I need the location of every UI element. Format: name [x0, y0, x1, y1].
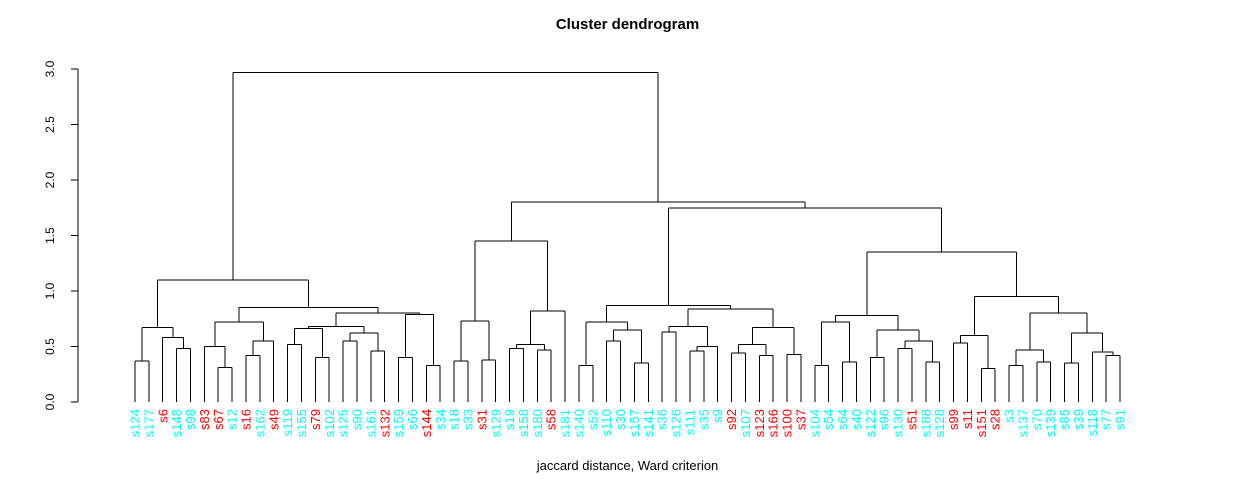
leaf-label: s122: [863, 409, 878, 437]
leaf-label: s70: [1029, 409, 1044, 430]
leaf-label: s100: [780, 409, 795, 437]
leaf-label: s144: [419, 409, 434, 437]
leaf-label: s18: [447, 409, 462, 430]
leaf-label: s140: [571, 409, 586, 437]
y-tick-label: 0.0: [43, 393, 57, 410]
leaf-label: s181: [558, 409, 573, 437]
leaf-label: s162: [252, 409, 267, 437]
leaf-label: s31: [474, 409, 489, 430]
leaf-label: s67: [211, 409, 226, 430]
leaf-label: s177: [141, 409, 156, 437]
leaf-label: s111: [682, 409, 697, 435]
leaf-label: s64: [835, 409, 850, 430]
leaf-label: s79: [308, 409, 323, 430]
leaf-label: s161: [363, 409, 378, 437]
leaf-label: s16: [239, 409, 254, 430]
leaf-label: s128: [932, 409, 947, 437]
leaf-label: s36: [655, 409, 670, 430]
leaf-label: s157: [627, 409, 642, 437]
leaf-label: s37: [793, 409, 808, 430]
leaf-label: s49: [266, 409, 281, 430]
leaf-label: s51: [904, 409, 919, 430]
leaf-label: s129: [488, 409, 503, 437]
leaf-label: s83: [197, 409, 212, 430]
leaf-label: s159: [391, 409, 406, 437]
leaf-label: s102: [322, 409, 337, 437]
leaf-label: s40: [849, 409, 864, 430]
leaf-label: s34: [433, 409, 448, 430]
y-tick-label: 2.5: [43, 116, 57, 133]
leaf-label: s3: [1002, 409, 1017, 423]
leaf-label: s19: [502, 409, 517, 430]
leaf-label: s132: [377, 409, 392, 437]
leaf-label: s98: [183, 409, 198, 430]
leaf-label: s90: [350, 409, 365, 430]
leaf-label: s52: [585, 409, 600, 430]
leaf-label: s107: [738, 409, 753, 437]
leaf-label: s11: [960, 409, 975, 429]
leaf-label: s85: [1057, 409, 1072, 430]
leaf-label: s35: [696, 409, 711, 430]
leaf-label: s91: [1113, 409, 1128, 430]
y-tick-label: 2.0: [43, 171, 57, 188]
leaf-label: s9: [710, 409, 725, 423]
leaf-label: s130: [891, 409, 906, 437]
leaf-label: s92: [724, 409, 739, 430]
leaf-label: s126: [669, 409, 684, 437]
leaf-label: s99: [946, 409, 961, 430]
leaf-label: s166: [766, 409, 781, 437]
leaf-label: s39: [1071, 409, 1086, 430]
leaf-label: s139: [1043, 409, 1058, 437]
leaf-label: s54: [821, 409, 836, 430]
chart-title: Cluster dendrogram: [555, 16, 700, 33]
leaf-label: s180: [530, 409, 545, 437]
y-tick-label: 3.0: [43, 60, 57, 77]
leaf-label: s28: [988, 409, 1003, 430]
leaf-label: s110: [599, 409, 614, 436]
leaf-label: s188: [918, 409, 933, 437]
x-axis-label: jaccard distance, Ward criterion: [536, 458, 719, 473]
leaf-label: s119: [280, 409, 295, 436]
leaf-label: s125: [336, 409, 351, 437]
leaf-label: s158: [516, 409, 531, 437]
y-tick-label: 1.5: [43, 227, 57, 244]
leaf-label: s155: [294, 409, 309, 437]
leaf-label: s58: [544, 409, 559, 430]
leaf-label: s118: [1085, 409, 1100, 436]
leaf-label: s148: [169, 409, 184, 437]
leaf-label: s30: [613, 409, 628, 430]
leaf-label: s66: [405, 409, 420, 430]
leaf-label: s141: [641, 409, 656, 437]
leaf-label: s96: [877, 409, 892, 430]
leaf-label: s77: [1099, 409, 1114, 430]
y-tick-label: 1.0: [43, 282, 57, 299]
leaf-label: s104: [807, 409, 822, 437]
leaf-label: s12: [225, 409, 240, 430]
leaf-label: s124: [128, 409, 143, 437]
leaf-label: s6: [155, 409, 170, 423]
leaf-label: s123: [752, 409, 767, 437]
leaf-label: s33: [461, 409, 476, 430]
leaf-label: s151: [974, 409, 989, 437]
y-tick-label: 0.5: [43, 338, 57, 355]
leaf-label: s137: [1015, 409, 1030, 437]
